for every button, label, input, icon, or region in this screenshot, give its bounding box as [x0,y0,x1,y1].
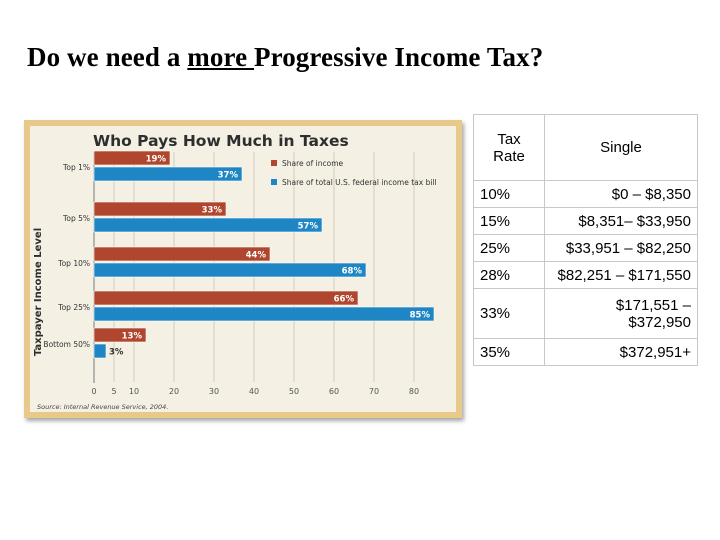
income-share-bar [93,150,171,166]
chart-svg: Who Pays How Much in Taxes Taxpayer Inco… [30,126,456,412]
bars [93,150,435,359]
header-tax-rate: Tax Rate [473,114,545,181]
bar-value-label: 66% [334,295,355,305]
bracket-cell: $0 – $8,350 [544,180,698,208]
tax-share-bar [93,343,107,359]
legend: Share of income Share of total U.S. fede… [271,159,437,187]
bar-value-label: 44% [246,251,267,261]
title-underlined-word: more [187,42,255,72]
category-label: Top 25% [57,303,90,312]
y-axis-label: Taxpayer Income Level [33,228,44,356]
legend-swatch-tax [271,179,277,185]
tax-bracket-table: Tax Rate Single 10% $0 – $8,350 15% $8,3… [473,114,698,366]
x-tick-label: 70 [369,387,379,396]
income-share-bar [93,327,147,343]
category-label: Top 5% [62,214,90,223]
labels: 0 5 10 20 30 40 50 60 70 80 Top 1% 19% 37% Top 5% 33% 5… [43,155,430,397]
bar-value-label: 33% [202,206,223,216]
bar-value-label: 68% [342,267,363,277]
income-share-bar [93,201,227,217]
tax-share-bar [93,217,323,233]
x-tick-label: 10 [129,387,139,396]
chart-title: Who Pays How Much in Taxes [93,132,349,150]
tax-share-bar [93,262,367,278]
bracket-cell: $82,251 – $171,550 [544,261,698,289]
table-row: 35% $372,951+ [473,338,698,366]
category-label: Top 1% [62,163,90,172]
title-post: Progressive Income Tax? [254,42,544,72]
x-tick-label: 5 [111,387,116,396]
rate-cell: 33% [473,288,545,339]
bar-value-label: 19% [146,155,167,165]
x-tick-label: 50 [289,387,299,396]
rate-cell: 28% [473,261,545,289]
income-share-bar [93,290,359,306]
tax-share-bar [93,166,243,182]
bracket-cell: $33,951 – $82,250 [544,234,698,262]
table-header-row: Tax Rate Single [473,114,698,181]
bracket-cell: $171,551 – $372,950 [544,288,698,339]
category-label: Top 10% [57,259,90,268]
bar-value-label: 57% [298,222,319,232]
header-single: Single [544,114,698,181]
legend-label-tax: Share of total U.S. federal income tax b… [282,178,437,187]
bar-value-label: 37% [218,171,239,181]
x-tick-label: 30 [209,387,219,396]
bar-value-label: 13% [122,332,143,342]
legend-swatch-income [271,160,277,166]
table-row: 28% $82,251 – $171,550 [473,261,698,289]
table-row: 33% $171,551 – $372,950 [473,288,698,339]
rate-cell: 35% [473,338,545,366]
x-tick-label: 0 [91,387,96,396]
bracket-cell: $372,951+ [544,338,698,366]
table-row: 15% $8,351– $33,950 [473,207,698,235]
rate-cell: 25% [473,234,545,262]
bracket-cell: $8,351– $33,950 [544,207,698,235]
bar-value-label: 3% [109,348,124,358]
x-tick-label: 60 [329,387,339,396]
rate-cell: 10% [473,180,545,208]
bar-value-label: 85% [410,311,431,321]
slide-title: Do we need a more Progressive Income Tax… [27,42,543,73]
table-row: 25% $33,951 – $82,250 [473,234,698,262]
income-share-bar [93,246,271,262]
table-row: 10% $0 – $8,350 [473,180,698,208]
x-tick-label: 80 [409,387,419,396]
chart-source: Source: Internal Revenue Service, 2004. [37,403,168,411]
legend-label-income: Share of income [282,159,343,168]
category-label: Bottom 50% [43,340,90,349]
x-tick-label: 40 [249,387,259,396]
x-tick-label: 20 [169,387,179,396]
title-pre: Do we need a [27,42,188,72]
tax-share-bar [93,306,435,322]
tax-share-chart: Who Pays How Much in Taxes Taxpayer Inco… [24,120,462,418]
rate-cell: 15% [473,207,545,235]
